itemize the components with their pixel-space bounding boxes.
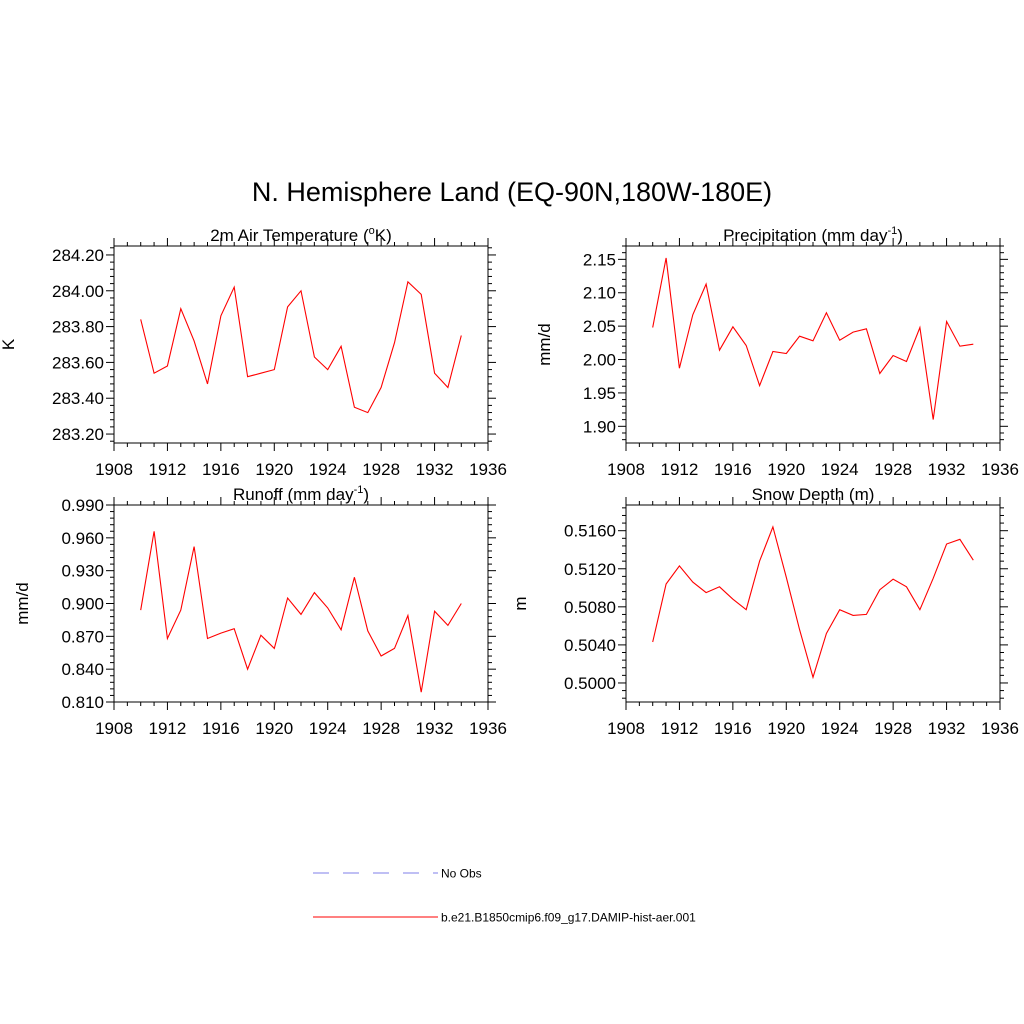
x-tick-label: 1920 [255, 460, 293, 479]
y-tick-label: 2.00 [583, 351, 616, 370]
y-tick-label: 0.840 [61, 660, 104, 679]
y-tick-label: 2.05 [583, 317, 616, 336]
x-tick-label: 1916 [202, 719, 240, 738]
legend-label-no-obs: No Obs [441, 867, 482, 881]
y-tick-label: 1.90 [583, 417, 616, 436]
x-tick-label: 1912 [661, 460, 699, 479]
y-tick-label: 0.960 [61, 529, 104, 548]
y-tick-label: 2.15 [583, 250, 616, 269]
x-tick-label: 1932 [416, 460, 454, 479]
y-tick-label: 0.900 [61, 595, 104, 614]
series-line [140, 531, 462, 693]
y-tick-label: 284.20 [52, 246, 104, 265]
x-tick-label: 1932 [928, 719, 966, 738]
x-tick-label: 1924 [821, 460, 859, 479]
y-tick-label: 0.810 [61, 693, 104, 712]
y-axis-label: mm/d [13, 582, 32, 625]
x-tick-label: 1916 [202, 460, 240, 479]
x-tick-label: 1936 [981, 460, 1019, 479]
x-tick-label: 1912 [149, 460, 187, 479]
legend: No Obs b.e21.B1850cmip6.f09_g17.DAMIP-hi… [313, 867, 696, 925]
y-tick-label: 1.95 [583, 384, 616, 403]
y-tick-label: 284.00 [52, 282, 104, 301]
y-tick-label: 0.5120 [564, 560, 616, 579]
x-tick-label: 1936 [469, 719, 507, 738]
series-line [140, 280, 462, 414]
x-tick-label: 1928 [362, 460, 400, 479]
panel-title: Snow Depth (m) [752, 485, 875, 504]
panel-temp: 2m Air Temperature (oK) 1908 1912 1916 1920 1… [0, 225, 507, 479]
x-tick-label: 1936 [981, 719, 1019, 738]
x-tick-label: 1924 [309, 460, 347, 479]
panel-title: Precipitation (mm day-1) [723, 225, 903, 245]
x-tick-label: 1924 [821, 719, 859, 738]
y-tick-label: 0.5160 [564, 522, 616, 541]
x-tick-label: 1928 [362, 719, 400, 738]
x-tick-label: 1908 [95, 719, 133, 738]
x-tick-label: 1908 [607, 719, 645, 738]
y-tick-label: 0.5080 [564, 598, 616, 617]
x-tick-label: 1920 [767, 460, 805, 479]
x-tick-label: 1932 [416, 719, 454, 738]
y-tick-label: 283.40 [52, 389, 104, 408]
y-tick-label: 283.80 [52, 318, 104, 337]
y-tick-label: 0.870 [61, 627, 104, 646]
x-tick-label: 1936 [469, 460, 507, 479]
x-tick-label: 1908 [607, 460, 645, 479]
panel-precip: Precipitation (mm day-1) 1908 1912 1916 1920… [535, 225, 1019, 479]
x-tick-label: 1912 [149, 719, 187, 738]
plot-frame [113, 504, 489, 703]
y-axis-label: mm/d [535, 323, 554, 366]
panel-title: 2m Air Temperature (oK) [210, 225, 392, 245]
x-tick-label: 1932 [928, 460, 966, 479]
y-tick-label: 283.20 [52, 425, 104, 444]
y-tick-label: 283.60 [52, 353, 104, 372]
x-tick-label: 1916 [714, 719, 752, 738]
y-tick-label: 0.930 [61, 562, 104, 581]
x-tick-label: 1916 [714, 460, 752, 479]
y-tick-label: 0.5000 [564, 674, 616, 693]
x-tick-label: 1920 [255, 719, 293, 738]
figure-title: N. Hemisphere Land (EQ-90N,180W-180E) [252, 177, 772, 207]
y-axis-label: m [511, 596, 530, 610]
series-line [652, 257, 974, 420]
panel-title: Runoff (mm day-1) [233, 484, 369, 504]
x-tick-label: 1912 [661, 719, 699, 738]
plot-frame [113, 245, 489, 444]
panel-snow: Snow Depth (m) 1908 1912 1916 1920 1924 1928 19… [511, 485, 1019, 738]
legend-label-model: b.e21.B1850cmip6.f09_g17.DAMIP-hist-aer.… [441, 911, 696, 925]
y-tick-label: 0.5040 [564, 636, 616, 655]
panel-runoff: Runoff (mm day-1) 1908 1912 1916 1920 1924 192… [13, 484, 507, 738]
x-tick-label: 1908 [95, 460, 133, 479]
series-line [652, 525, 974, 680]
y-axis-label: K [0, 338, 18, 350]
plot-frame [625, 504, 1001, 703]
x-tick-label: 1928 [874, 460, 912, 479]
x-tick-label: 1924 [309, 719, 347, 738]
x-tick-label: 1920 [767, 719, 805, 738]
y-tick-label: 2.10 [583, 284, 616, 303]
x-tick-label: 1928 [874, 719, 912, 738]
y-tick-label: 0.990 [61, 496, 104, 515]
